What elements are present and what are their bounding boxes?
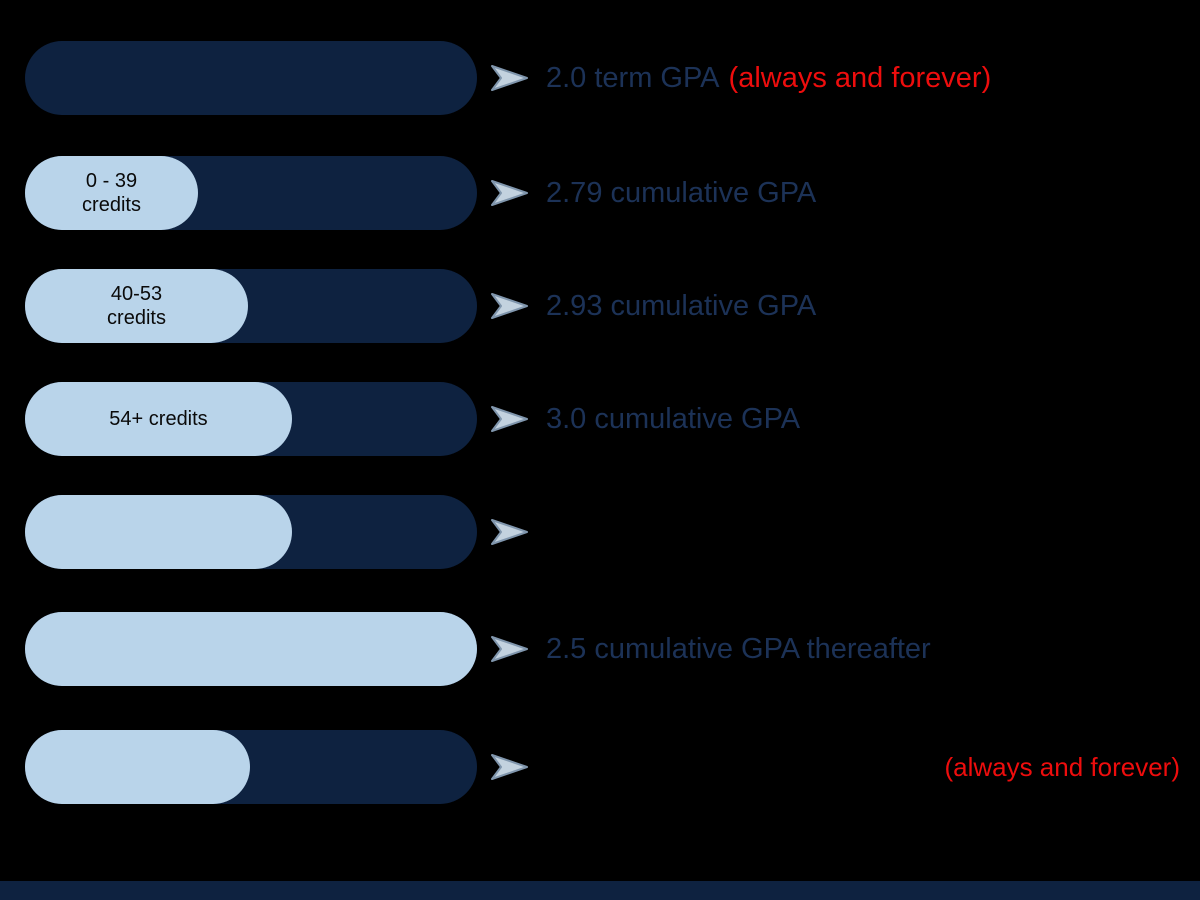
gpa-requirement-text: 2.5 cumulative GPA thereafter xyxy=(546,633,931,666)
credits-pill xyxy=(25,495,477,569)
row-thereafter: 2.5 cumulative GPA thereafter xyxy=(25,612,1200,686)
arrow-icon xyxy=(491,754,528,780)
gpa-value-text: 2.79 cumulative GPA xyxy=(546,176,817,209)
gpa-value-text: 2.93 cumulative GPA xyxy=(546,289,817,322)
arrow-icon xyxy=(491,180,528,206)
credit-range-pill xyxy=(25,612,477,686)
gpa-value-text: 2.5 cumulative GPA thereafter xyxy=(546,632,931,665)
gpa-requirement-text: (always and forever) xyxy=(546,752,1200,783)
arrow-icon xyxy=(491,293,528,319)
credits-pill xyxy=(25,41,477,115)
arrow-icon xyxy=(491,65,528,91)
arrow-icon xyxy=(491,519,528,545)
row-40-53-credits: 40-53 credits 2.93 cumulative GPA xyxy=(25,269,1200,343)
arrow-icon xyxy=(491,636,528,662)
credit-range-label: 54+ credits xyxy=(109,408,208,430)
credit-range-pill: 54+ credits xyxy=(25,382,292,456)
credit-range-label: 0 - 39 credits xyxy=(82,170,141,216)
credits-pill: 40-53 credits xyxy=(25,269,477,343)
arrow-icon xyxy=(491,406,528,432)
row-term-gpa: 2.0 term GPA (always and forever) xyxy=(25,41,1200,115)
row-unlabeled xyxy=(25,495,1200,569)
credits-pill xyxy=(25,730,477,804)
credit-range-pill xyxy=(25,730,250,804)
row-54-plus-credits: 54+ credits 3.0 cumulative GPA xyxy=(25,382,1200,456)
gpa-note-text: (always and forever) xyxy=(944,751,1180,782)
credits-pill: 0 - 39 credits xyxy=(25,156,477,230)
credit-range-label: 40-53 credits xyxy=(107,283,166,329)
credits-pill: 54+ credits xyxy=(25,382,477,456)
credit-range-pill: 0 - 39 credits xyxy=(25,156,198,230)
gpa-requirement-text: 2.0 term GPA (always and forever) xyxy=(546,62,991,95)
credits-pill xyxy=(25,612,477,686)
gpa-value-text: 2.0 term GPA xyxy=(546,61,720,94)
gpa-note-text: (always and forever) xyxy=(728,61,992,94)
row-0-39-credits: 0 - 39 credits 2.79 cumulative GPA xyxy=(25,156,1200,230)
credit-range-pill: 40-53 credits xyxy=(25,269,248,343)
gpa-requirement-text: 3.0 cumulative GPA xyxy=(546,403,800,436)
gpa-requirement-text: 2.93 cumulative GPA xyxy=(546,290,816,323)
gpa-requirement-text: 2.79 cumulative GPA xyxy=(546,177,816,210)
credit-range-pill xyxy=(25,495,292,569)
bottom-bar xyxy=(0,881,1200,900)
row-always-forever: (always and forever) xyxy=(25,730,1200,804)
gpa-value-text: 3.0 cumulative GPA xyxy=(546,402,801,435)
